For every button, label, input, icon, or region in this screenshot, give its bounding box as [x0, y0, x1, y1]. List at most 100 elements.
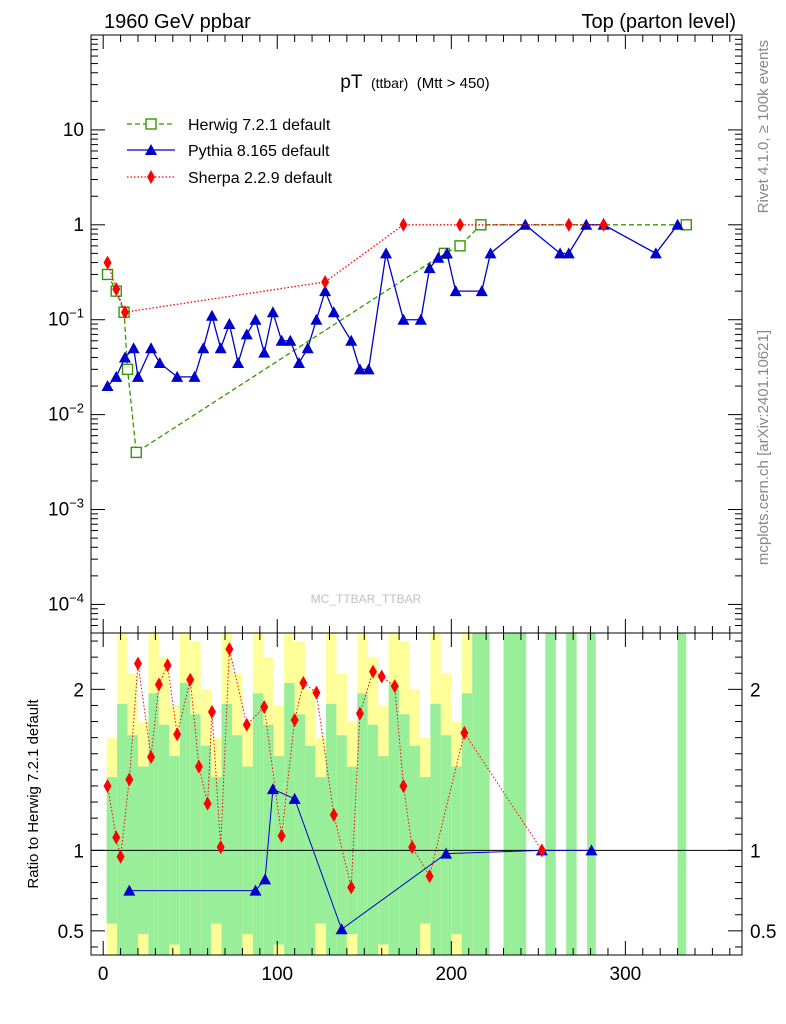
- y-tick-label-right: 1: [750, 841, 761, 862]
- ratio-point: [125, 772, 134, 787]
- legend-item-pythia: Pythia 8.165 default: [127, 143, 330, 160]
- y-tick-label: 1: [73, 841, 84, 862]
- data-point: [120, 305, 129, 320]
- ratio-point: [133, 656, 142, 671]
- ratio-x-labels: 0 100 200 300: [98, 964, 641, 985]
- band-inner: [472, 633, 490, 955]
- data-point: [127, 342, 140, 354]
- legend-sherpa-marker: [147, 170, 155, 184]
- data-point: [197, 342, 210, 354]
- band-inner: [367, 724, 379, 955]
- data-point: [380, 247, 393, 259]
- data-point: [327, 306, 340, 318]
- ratio-point: [259, 873, 272, 885]
- data-point: [223, 318, 236, 330]
- x-tick-label: 200: [435, 964, 467, 985]
- band-inner: [587, 633, 596, 955]
- ratio-plot-ticks: [91, 633, 742, 955]
- ratio-point: [460, 725, 469, 740]
- data-point: [214, 342, 227, 354]
- legend: Herwig 7.2.1 default Pythia 8.165 defaul…: [127, 117, 333, 187]
- main-plot-y-labels: 10 1 10−1 10−2 10−3 10−4: [48, 120, 84, 616]
- main-plot: MC_TTBAR_TTBAR 10 1 10−1 10−2 10−3 10−4 pT (t…: [48, 34, 743, 634]
- band-inner: [503, 633, 527, 955]
- data-point: [118, 351, 131, 363]
- plot-title: pT (ttbar) (Mtt > 450): [340, 72, 489, 93]
- data-point: [153, 356, 166, 368]
- data-point: [266, 306, 279, 318]
- ratio-y-axis-title: Ratio to Herwig 7.2.1 default: [25, 699, 42, 889]
- legend-pythia-label: Pythia 8.165 default: [188, 143, 330, 160]
- x-tick-label: 100: [261, 964, 293, 985]
- data-point: [232, 356, 245, 368]
- ratio-point: [347, 880, 356, 895]
- ratio-point: [277, 828, 286, 843]
- data-point: [145, 342, 158, 354]
- series-line: [106, 224, 604, 313]
- data-point: [321, 274, 330, 289]
- data-point: [301, 342, 314, 354]
- data-point: [284, 334, 297, 346]
- watermark: MC_TTBAR_TTBAR: [311, 592, 422, 606]
- ratio-point: [537, 843, 546, 858]
- ratio-point: [225, 642, 234, 657]
- data-point: [649, 247, 662, 259]
- data-point: [188, 370, 201, 382]
- data-point: [131, 370, 144, 382]
- data-point: [423, 262, 436, 274]
- data-point: [258, 346, 271, 358]
- data-point: [101, 380, 114, 392]
- header-right: Top (parton level): [581, 11, 736, 33]
- mcplots-label: mcplots.cern.ch [arXiv:2401.10621]: [755, 330, 772, 565]
- ratio-point: [312, 685, 321, 700]
- ratio-point: [207, 704, 216, 719]
- rivet-label: Rivet 4.1.0, ≥ 100k events: [755, 40, 772, 213]
- data-point: [554, 247, 567, 259]
- data-point: [353, 363, 366, 375]
- ratio-bands: [106, 633, 687, 955]
- data-point: [112, 282, 121, 297]
- series-herwig: [101, 219, 692, 459]
- band-inner: [190, 714, 201, 955]
- ratio-point: [203, 796, 212, 811]
- band-inner: [127, 735, 138, 955]
- band-inner: [294, 714, 306, 955]
- ratio-series-sherpa: [103, 642, 546, 895]
- series-line: [107, 223, 679, 387]
- ratio-point: [329, 807, 338, 822]
- ratio-point: [399, 778, 408, 793]
- y-tick-label: 10: [63, 120, 84, 141]
- data-point: [414, 313, 427, 325]
- y-tick-label: 1: [73, 215, 84, 236]
- y-tick-label: 2: [73, 680, 84, 701]
- data-point: [240, 328, 253, 340]
- data-point: [599, 217, 608, 232]
- series-sherpa: [103, 217, 608, 320]
- band-inner: [284, 682, 295, 955]
- data-point: [171, 370, 184, 382]
- ratio-point: [123, 884, 136, 896]
- ratio-y-labels: 0.5 0.5 1 1 2 2: [58, 680, 777, 943]
- ratio-series-pythia: [123, 783, 598, 935]
- data-point: [456, 217, 465, 232]
- ratio-point: [440, 847, 453, 859]
- ratio-point: [163, 658, 172, 673]
- ratio-point: [425, 869, 434, 884]
- ratio-point: [288, 792, 301, 804]
- data-point: [440, 247, 453, 259]
- ratio-point: [335, 923, 348, 935]
- y-tick-label: 10−1: [48, 306, 84, 331]
- data-point: [275, 334, 288, 346]
- band-inner: [430, 703, 441, 955]
- band-inner: [357, 693, 368, 955]
- series-line: [106, 224, 687, 454]
- data-point: [103, 255, 112, 270]
- ratio-point: [154, 677, 163, 692]
- ratio-point: [173, 727, 182, 742]
- data-point: [110, 370, 123, 382]
- data-point: [310, 313, 323, 325]
- data-point: [580, 218, 593, 230]
- data-point: [319, 285, 332, 297]
- data-point: [680, 219, 692, 231]
